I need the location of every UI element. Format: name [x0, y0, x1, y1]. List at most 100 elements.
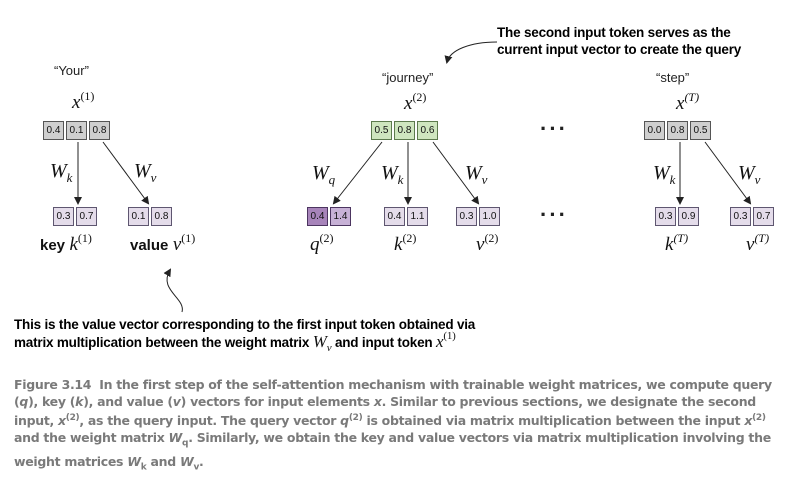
token-t-label: “step” — [656, 70, 690, 85]
x-superscript: (1) — [80, 89, 95, 103]
caption-text: ), key ( — [28, 394, 76, 409]
vector-cell: 0.4 — [307, 207, 328, 226]
token-1-x-symbol: x(1) — [72, 89, 95, 114]
caption-sup: (2) — [752, 413, 766, 423]
w-subscript: v — [481, 172, 488, 187]
caption-text: is obtained via matrix multiplication be… — [362, 413, 745, 429]
vector-cell: 0.4 — [384, 207, 405, 226]
x-superscript: (1) — [443, 330, 456, 342]
annotation-line: The second input token serves as the — [497, 25, 731, 40]
vector-cell: 0.4 — [43, 121, 64, 140]
w-symbol: W — [653, 162, 670, 184]
w-symbol: W — [50, 160, 67, 182]
token-t-value-vector: 0.3 0.7 — [730, 207, 774, 226]
token-2-label: “journey” — [382, 70, 434, 85]
wv-symbol: Wv — [312, 332, 332, 354]
k-symbol: k — [665, 234, 674, 255]
x-symbol: x — [72, 92, 81, 113]
vector-cell: 0.3 — [53, 207, 74, 226]
weight-label-wv: Wv — [134, 160, 157, 185]
token-t-input-vector: 0.0 0.8 0.5 — [644, 121, 711, 140]
k-symbol: k — [394, 234, 403, 255]
value-word: value — [130, 237, 169, 254]
k-superscript: (T) — [673, 231, 689, 245]
token-2-x-symbol: x(2) — [404, 90, 426, 115]
vector-cell: 0.0 — [644, 121, 665, 140]
caption-sub: k — [140, 462, 147, 473]
vector-cell: 0.3 — [655, 207, 676, 226]
vector-cell: 0.1 — [66, 121, 87, 140]
w-symbol: W — [134, 160, 151, 182]
token-t-value-label: v(T) — [746, 231, 770, 256]
arrow-x1-to-value — [102, 141, 150, 205]
w-symbol: W — [381, 162, 398, 184]
w-subscript: v — [754, 172, 761, 187]
pointer-top-annotation — [444, 41, 498, 64]
v-superscript: (2) — [484, 231, 499, 245]
caption-sup: (2) — [348, 413, 363, 423]
annotation-line: This is the value vector corresponding t… — [14, 317, 476, 332]
weight-label-wq: Wq — [312, 162, 335, 187]
caption-text: ) vectors for input elements — [180, 394, 374, 409]
x-superscript: (T) — [684, 90, 700, 104]
v-symbol: v — [172, 234, 182, 255]
token-1-value-vector: 0.1 0.8 — [128, 207, 172, 226]
annotation-text: matrix multiplication between the weight… — [14, 335, 310, 350]
w-symbol: W — [465, 162, 482, 184]
v-symbol: v — [746, 234, 755, 255]
arrow-x2-to-query — [332, 141, 383, 205]
caption-sub: v — [193, 462, 200, 473]
vector-cell: 0.5 — [690, 121, 711, 140]
x-symbol: x — [404, 93, 413, 114]
token-1-input-vector: 0.4 0.1 0.8 — [43, 121, 110, 140]
k-superscript: (1) — [77, 231, 92, 245]
vector-cell: 0.7 — [76, 207, 97, 226]
caption-var: W — [168, 430, 183, 446]
key-word: key — [40, 237, 66, 254]
caption-text: and — [146, 453, 180, 469]
x-symbol: x — [436, 332, 444, 351]
weight-label-wv: Wv — [738, 162, 761, 187]
caption-var: q — [340, 413, 349, 429]
v-superscript: (T) — [754, 231, 770, 245]
vector-cell: 0.8 — [394, 121, 415, 140]
token-2-input-vector: 0.5 0.8 0.6 — [371, 121, 438, 140]
token-1-value-label: value v(1) — [130, 231, 195, 256]
caption-sup: (2) — [65, 413, 80, 423]
caption-text: , as the query input. The query vector — [79, 413, 341, 429]
vector-cell: 0.6 — [417, 121, 438, 140]
token-2-query-label: q(2) — [310, 231, 334, 256]
vector-cell: 0.8 — [667, 121, 688, 140]
vector-cell: 1.1 — [407, 207, 428, 226]
w-symbol: W — [312, 162, 329, 184]
vector-cell: 0.8 — [89, 121, 110, 140]
weight-label-wk: Wk — [653, 162, 675, 187]
weight-label-wk: Wk — [381, 162, 404, 187]
vector-cell: 0.3 — [730, 207, 751, 226]
caption-text: . Similar to previous sections, we desig… — [14, 394, 756, 429]
caption-var: q — [19, 394, 29, 409]
w-subscript: k — [397, 172, 404, 187]
token-t-x-symbol: x(T) — [676, 90, 700, 115]
vector-cell: 0.5 — [371, 121, 392, 140]
vector-cell: 0.7 — [753, 207, 774, 226]
ellipsis-outputs: ··· — [540, 202, 568, 227]
caption-text: and the weight matrix — [14, 430, 169, 446]
caption-text: ), and value ( — [83, 394, 173, 409]
caption-var: x — [373, 394, 382, 409]
annotation-text: and input token — [334, 335, 433, 350]
annotation-line: current input vector to create the query — [497, 42, 742, 57]
annotation-line: matrix multiplication between the weight… — [14, 330, 475, 354]
token-t-key-vector: 0.3 0.9 — [655, 207, 699, 226]
annotation-bottom: This is the value vector corresponding t… — [14, 316, 476, 354]
caption-text: . Similarly, we obtain the key and value… — [14, 430, 771, 469]
vector-cell: 1.4 — [330, 207, 351, 226]
caption-var: k — [75, 394, 84, 409]
q-superscript: (2) — [319, 231, 334, 245]
w-symbol: W — [312, 332, 327, 351]
w-subscript: v — [150, 170, 157, 185]
v-symbol: v — [476, 234, 485, 255]
vector-cell: 0.3 — [456, 207, 477, 226]
caption-var: x — [744, 413, 753, 429]
